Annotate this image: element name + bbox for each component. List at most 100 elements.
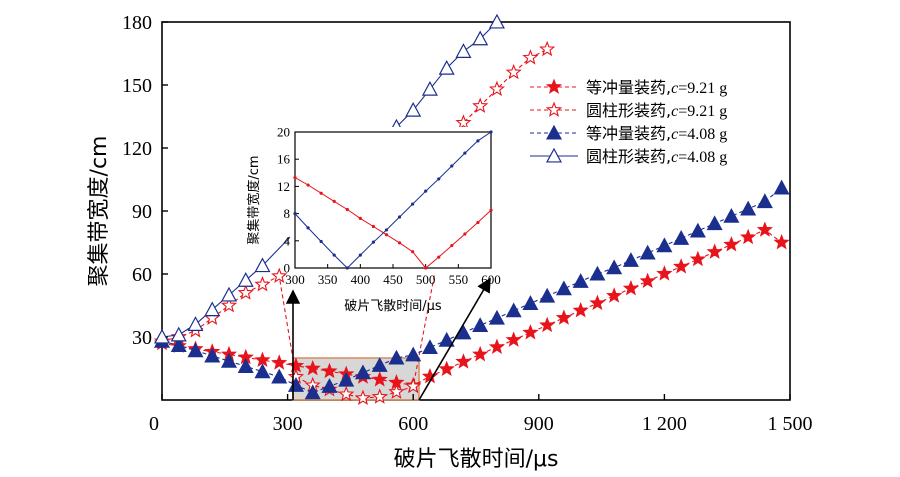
inset-data-point	[424, 266, 428, 270]
data-point	[187, 342, 204, 358]
data-point	[271, 267, 288, 283]
data-point	[622, 252, 639, 267]
inset-background	[290, 127, 496, 273]
y-tick-label: 180	[122, 12, 152, 34]
y-tick-label: 90	[132, 201, 152, 223]
data-point	[338, 371, 355, 387]
y-tick-label: 120	[122, 138, 152, 160]
inset-y-tick-label: 8	[284, 206, 291, 221]
data-point	[438, 59, 455, 75]
data-point	[622, 279, 640, 296]
data-point	[220, 286, 237, 302]
inset-x-tick-label: 550	[449, 272, 469, 287]
data-point	[405, 101, 422, 117]
x-tick-label: 300	[273, 413, 303, 435]
data-point	[555, 309, 573, 325]
x-tick-label: 1 200	[642, 413, 687, 435]
data-point	[170, 337, 187, 352]
inset-data-point	[345, 266, 349, 270]
data-point	[689, 250, 707, 267]
inset-series-group-0	[293, 175, 493, 270]
data-point	[522, 49, 539, 65]
data-point	[656, 265, 673, 281]
inset-data-point	[397, 241, 402, 245]
data-point	[488, 13, 505, 29]
data-point	[572, 273, 589, 288]
series-group-3	[153, 13, 505, 344]
data-point	[539, 316, 556, 333]
data-point	[455, 114, 472, 130]
data-point	[488, 309, 505, 325]
data-point	[689, 222, 706, 238]
data-point	[706, 243, 723, 259]
y-axis-title: 聚集带宽度/cm	[87, 136, 112, 287]
x-tick-label: 900	[524, 413, 554, 435]
data-point	[455, 43, 472, 58]
data-point	[639, 272, 656, 289]
data-point	[773, 233, 790, 250]
inset-data-point	[463, 232, 467, 236]
data-point	[237, 272, 254, 287]
data-point	[505, 63, 522, 80]
inset-series-group-1	[293, 130, 493, 270]
data-point	[723, 207, 740, 223]
x-axis-title: 破片飞散时间/μs	[394, 447, 559, 472]
data-point	[756, 221, 773, 237]
inset-data-point	[384, 228, 389, 232]
inset-x-tick-label: 400	[351, 272, 371, 287]
data-point	[204, 301, 221, 317]
inset-data-point	[463, 151, 467, 155]
inset-data-point	[411, 202, 415, 206]
inset-data-point	[476, 139, 480, 143]
data-point	[589, 265, 606, 281]
x-tick-label: 1 500	[768, 413, 813, 435]
data-point	[522, 295, 539, 310]
inset-series-line	[294, 131, 492, 269]
data-point	[472, 345, 489, 362]
data-point	[505, 331, 522, 347]
data-point	[371, 371, 388, 387]
data-point	[488, 80, 506, 97]
data-point	[170, 326, 187, 342]
data-point	[706, 215, 723, 231]
y-tick-label: 150	[122, 75, 152, 97]
inset-series-line	[294, 177, 492, 269]
data-point	[254, 257, 271, 273]
data-point	[522, 324, 539, 340]
legend-marker	[545, 147, 563, 163]
inset-chart: 300 350 400 450 500 550 600 0 4 8 12 16 20 破片飞散时间/μs…	[246, 125, 501, 315]
inset-data-point	[306, 183, 310, 187]
inset-data-point	[371, 240, 375, 244]
data-point	[539, 287, 556, 303]
data-point	[304, 384, 321, 400]
x-tick-label: 0	[149, 413, 159, 435]
data-point	[438, 331, 455, 347]
data-point	[472, 317, 489, 332]
inset-data-point	[489, 130, 493, 134]
inset-data-point	[489, 208, 493, 212]
data-point	[472, 30, 489, 46]
y-tick-label: 60	[132, 264, 152, 286]
data-point	[740, 228, 757, 245]
zoom-arrows	[285, 277, 491, 401]
data-point	[371, 388, 388, 404]
inset-data-point	[450, 243, 454, 248]
data-point	[354, 389, 372, 406]
data-point	[773, 179, 790, 195]
inset-data-point	[450, 164, 454, 168]
inset-ticks: 300 350 400 450 500 550 600 0 4 8 12 16 20	[277, 125, 501, 288]
legend-marker	[545, 124, 563, 140]
data-point	[421, 339, 438, 355]
inset-data-point	[293, 175, 297, 180]
data-point	[656, 237, 673, 253]
data-point	[723, 236, 740, 252]
inset-data-point	[371, 224, 375, 229]
data-point	[237, 284, 254, 300]
data-point	[639, 244, 656, 260]
inset-x-tick-label: 350	[318, 272, 338, 287]
data-point	[572, 302, 589, 318]
data-point	[254, 351, 271, 367]
data-point	[321, 362, 338, 379]
legend-label: 圆柱形装药,c=4.08 g	[586, 147, 727, 166]
